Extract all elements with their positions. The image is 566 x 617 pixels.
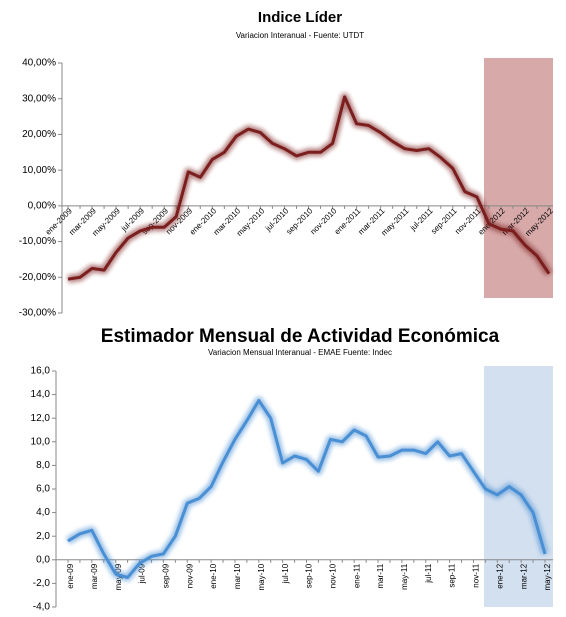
- data-line: [67, 95, 551, 281]
- y-tick-label: 0,0: [36, 554, 50, 565]
- y-tick-label: -30,00%: [19, 308, 56, 319]
- y-tick-label: 14,0: [31, 389, 51, 400]
- y-tick-label: -2,0: [33, 578, 51, 589]
- y-tick-label: 30,00%: [22, 93, 56, 104]
- y-tick-label: 10,00%: [22, 165, 56, 176]
- chart-title: Estimador Mensual de Actividad Económica: [101, 326, 500, 347]
- x-tick-label: ene-09: [66, 563, 75, 588]
- x-tick-label: may-11: [400, 563, 409, 590]
- x-tick-label: ene-11: [352, 563, 361, 588]
- line-glow: [67, 92, 553, 284]
- y-tick-label: 10,0: [31, 436, 51, 447]
- x-tick-label: mar-09: [90, 563, 99, 589]
- x-tick-label: mar-10: [233, 563, 242, 589]
- x-tick-label: nov-09: [185, 563, 194, 588]
- x-tick-label: jul-11: [424, 563, 433, 584]
- x-tick-label: may-10: [257, 563, 266, 590]
- x-tick-label: mar-11: [376, 563, 385, 588]
- line-glow: [65, 396, 549, 582]
- y-tick-label: 8,0: [36, 460, 50, 471]
- x-tick-label: ene-10: [209, 563, 218, 588]
- data-line: [67, 399, 547, 579]
- x-tick-label: jul-09: [138, 563, 147, 584]
- x-tick-label: may-12: [543, 563, 552, 590]
- chart-subtitle: Variacion Mensual Interanual - EMAE Fuen…: [208, 348, 392, 357]
- x-tick-label: jul-10: [281, 563, 290, 584]
- x-tick-label: sep-11: [448, 563, 457, 587]
- chart-title: Indice Líder: [258, 9, 342, 26]
- y-tick-label: 4,0: [36, 507, 50, 518]
- y-tick-label: 2,0: [36, 531, 50, 542]
- y-tick-label: 40,00%: [22, 58, 56, 69]
- x-tick-label: sep-10: [305, 563, 314, 588]
- forecast-shade: [484, 366, 553, 607]
- y-tick-label: -10,00%: [19, 236, 56, 247]
- x-tick-label: mar-12: [519, 563, 528, 589]
- x-tick-label: nov-11: [472, 563, 481, 587]
- chart-subtitle: Variacion Interanual - Fuente: UTDT: [236, 31, 364, 40]
- y-tick-label: 16,0: [31, 366, 51, 377]
- y-tick-label: 20,00%: [22, 129, 56, 140]
- x-tick-label: nov-10: [328, 563, 337, 588]
- y-tick-label: 6,0: [36, 484, 50, 495]
- y-tick-label: -20,00%: [19, 272, 56, 283]
- x-tick-label: ene-12: [495, 563, 504, 588]
- x-tick-label: sep-09: [162, 563, 171, 588]
- y-tick-label: 12,0: [31, 413, 51, 424]
- y-tick-label: -4,0: [33, 602, 51, 613]
- y-tick-label: 0,00%: [28, 200, 56, 211]
